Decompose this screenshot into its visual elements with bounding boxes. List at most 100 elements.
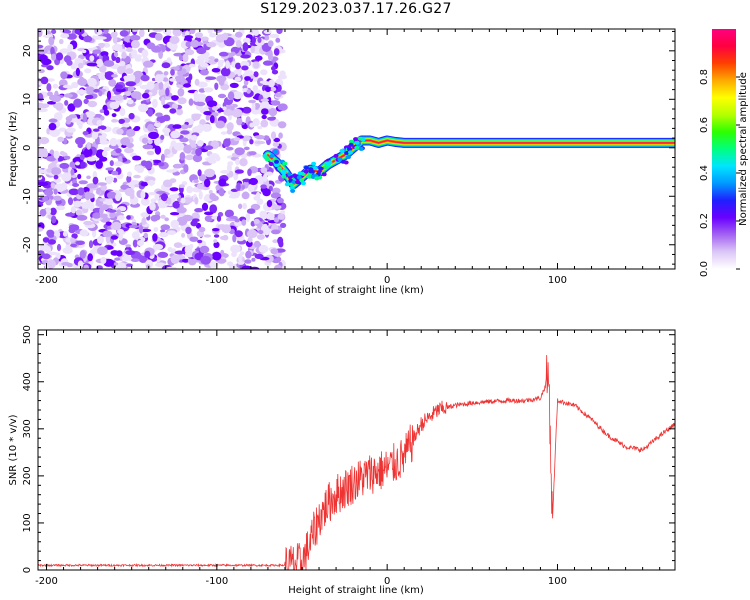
noise-blob <box>99 156 108 162</box>
noise-blob <box>102 150 108 157</box>
noise-blob <box>244 76 251 81</box>
signal-speckle <box>323 164 329 169</box>
noise-blob <box>203 234 212 238</box>
noise-blob <box>194 208 204 213</box>
noise-blob <box>235 40 242 48</box>
noise-blob <box>200 69 209 76</box>
noise-blob <box>218 78 225 86</box>
noise-blob <box>66 262 73 268</box>
y-tick-label: 10 <box>22 93 33 106</box>
noise-blob <box>245 213 251 222</box>
signal-speckle <box>296 175 302 180</box>
noise-blob <box>246 229 258 239</box>
noise-blob <box>70 63 78 70</box>
noise-blob <box>152 233 158 242</box>
noise-blob <box>197 81 208 88</box>
noise-blob <box>142 137 148 144</box>
noise-blob <box>121 51 127 59</box>
spectrogram-frame <box>37 28 676 270</box>
colorbar-tick-label: 0.4 <box>699 165 710 181</box>
noise-blob <box>87 100 98 108</box>
noise-blob <box>92 212 101 219</box>
noise-blob <box>197 124 204 129</box>
noise-blob <box>223 138 231 148</box>
noise-blob <box>183 144 192 154</box>
noise-blob <box>179 137 189 143</box>
x-tick-label: 100 <box>548 576 567 587</box>
noise-blob <box>270 100 281 106</box>
noise-blob <box>257 230 264 234</box>
noise-blob <box>278 132 283 139</box>
noise-blob <box>96 188 101 195</box>
noise-blob <box>89 55 95 62</box>
noise-blob <box>220 67 231 77</box>
noise-blob <box>109 101 120 110</box>
noise-blob <box>199 245 210 254</box>
noise-blob <box>204 145 214 150</box>
noise-blob <box>203 111 212 116</box>
noise-blob <box>190 134 198 141</box>
noise-blob <box>53 150 60 159</box>
snr-panel: -200 -100 0 100 0 100 200 300 400 500 Height of … <box>8 325 676 596</box>
noise-blob <box>188 63 196 68</box>
noise-blob <box>75 161 80 166</box>
noise-blob <box>147 179 156 186</box>
noise-blob <box>238 203 243 210</box>
y-tick-label: 200 <box>22 466 33 485</box>
signal-speckle <box>269 154 275 158</box>
noise-blob <box>160 224 171 231</box>
signal-speckle <box>281 174 287 179</box>
noise-blob <box>50 182 55 189</box>
noise-blob <box>110 235 118 240</box>
noise-blob <box>178 184 185 189</box>
snr-x-label: Height of straight line (km) <box>288 585 424 596</box>
noise-blob <box>204 211 214 216</box>
noise-blob <box>63 137 68 145</box>
noise-blob <box>47 259 56 269</box>
noise-blob <box>172 163 183 169</box>
noise-blob <box>232 91 244 100</box>
noise-blob <box>113 262 119 266</box>
noise-blob <box>141 49 149 58</box>
noise-blob <box>198 93 204 98</box>
noise-blob <box>140 85 148 90</box>
noise-blob <box>123 75 129 80</box>
x-tick-label: -200 <box>35 275 58 286</box>
noise-blob <box>270 86 277 92</box>
noise-blob <box>44 189 54 196</box>
noise-blob <box>273 137 281 143</box>
noise-blob <box>103 29 109 35</box>
noise-blob <box>140 181 149 187</box>
signal-speckle <box>347 147 352 152</box>
noise-blob <box>242 106 252 114</box>
noise-blob <box>195 101 206 107</box>
noise-blob <box>48 36 55 46</box>
noise-blob <box>105 221 112 226</box>
noise-blob <box>182 53 189 63</box>
noise-blob <box>212 251 222 261</box>
noise-blob <box>207 29 213 34</box>
noise-blob <box>271 187 281 194</box>
noise-blob <box>170 95 179 101</box>
noise-blob <box>163 71 169 76</box>
noise-blob <box>198 226 206 233</box>
colorbar-gradient <box>712 29 736 269</box>
noise-blob <box>254 135 265 139</box>
noise-blob <box>140 212 150 218</box>
noise-blob <box>150 198 157 203</box>
noise-blob <box>97 235 104 244</box>
noise-blob <box>129 180 140 185</box>
noise-blob <box>64 93 73 98</box>
noise-blob <box>178 55 183 61</box>
noise-blob <box>269 33 280 39</box>
noise-blob <box>59 162 70 169</box>
noise-blob <box>167 247 173 252</box>
noise-blob <box>248 99 256 104</box>
noise-blob <box>125 244 131 248</box>
signal-speckle <box>299 178 305 183</box>
noise-blob <box>252 85 259 92</box>
noise-blob <box>113 51 119 58</box>
noise-blob <box>140 74 150 82</box>
noise-blob <box>121 122 131 128</box>
